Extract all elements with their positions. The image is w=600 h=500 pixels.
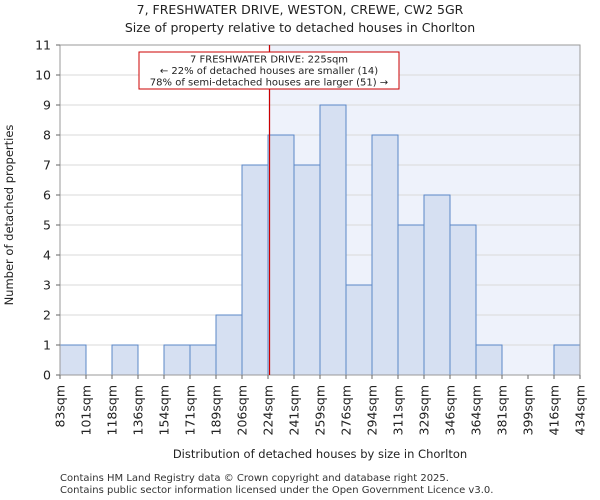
histogram-bar [345, 284, 373, 376]
annotation-text: ← 22% of detached houses are smaller (14… [160, 66, 378, 77]
histogram-bar [293, 164, 321, 376]
histogram-bar [371, 134, 399, 376]
histogram-bar [241, 164, 269, 376]
annotation-text: 7 FRESHWATER DRIVE: 225sqm [190, 55, 348, 66]
chart-subtitle: Size of property relative to detached ho… [124, 20, 476, 35]
y-axis-label: Number of detached properties [2, 125, 16, 306]
x-tick-label: 259sqm [313, 385, 328, 435]
y-tick-label: 3 [43, 278, 51, 293]
y-tick-label: 4 [43, 248, 51, 263]
histogram-bar [267, 134, 295, 376]
x-tick-label: 206sqm [235, 385, 250, 435]
x-tick-label: 416sqm [547, 385, 562, 435]
x-tick-label: 118sqm [105, 385, 120, 435]
histogram-bar [475, 344, 503, 376]
histogram-bar [553, 344, 581, 376]
annotation-text: 78% of semi-detached houses are larger (… [150, 78, 388, 89]
x-tick-label: 346sqm [443, 385, 458, 435]
x-tick-label: 101sqm [79, 385, 94, 435]
x-tick-label: 329sqm [417, 385, 432, 435]
x-tick-label: 434sqm [573, 385, 588, 435]
y-tick-label: 11 [35, 38, 51, 53]
histogram-bar [189, 344, 217, 376]
x-tick-label: 171sqm [183, 385, 198, 435]
y-tick-label: 0 [43, 368, 51, 383]
x-tick-label: 399sqm [521, 385, 536, 435]
histogram-bar [397, 224, 425, 376]
y-tick-label: 7 [43, 158, 51, 173]
x-tick-label: 136sqm [131, 385, 146, 435]
histogram-bar [163, 344, 191, 376]
x-tick-label: 294sqm [365, 385, 380, 435]
x-tick-label: 276sqm [339, 385, 354, 435]
histogram-bar [59, 344, 87, 376]
histogram-bar [449, 224, 477, 376]
y-tick-label: 10 [35, 68, 51, 83]
y-tick-label: 1 [43, 338, 51, 353]
annotation-box [138, 51, 400, 90]
histogram-bar [215, 314, 243, 376]
histogram-bar [319, 104, 347, 376]
histogram-bar [111, 344, 139, 376]
chart-title: 7, FRESHWATER DRIVE, WESTON, CREWE, CW2 … [136, 2, 464, 17]
y-tick-label: 6 [43, 188, 51, 203]
x-tick-label: 189sqm [209, 385, 224, 435]
y-tick-label: 9 [43, 98, 51, 113]
x-tick-label: 241sqm [287, 385, 302, 435]
x-tick-label: 311sqm [391, 385, 406, 435]
y-tick-label: 8 [43, 128, 51, 143]
y-tick-label: 5 [43, 218, 51, 233]
footer-copyright: Contains HM Land Registry data © Crown c… [60, 473, 449, 484]
x-tick-label: 381sqm [495, 385, 510, 435]
y-tick-label: 2 [43, 308, 51, 323]
histogram-bar [423, 194, 451, 376]
x-tick-label: 154sqm [157, 385, 172, 435]
x-tick-label: 224sqm [261, 385, 276, 435]
footer-licence: Contains public sector information licen… [60, 485, 494, 496]
x-tick-label: 83sqm [53, 385, 68, 428]
x-tick-label: 364sqm [469, 385, 484, 435]
x-axis-label: Distribution of detached houses by size … [173, 447, 467, 461]
